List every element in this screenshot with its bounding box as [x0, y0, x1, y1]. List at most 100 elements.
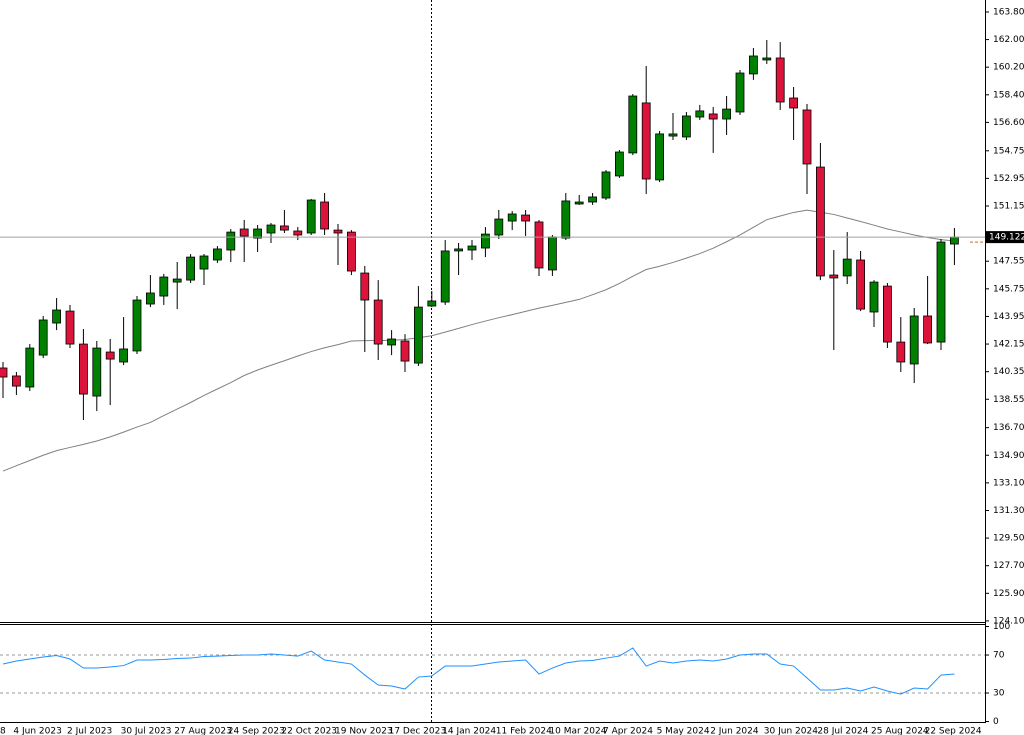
- candle-body: [145, 292, 155, 305]
- candle-body: [548, 236, 557, 271]
- candle-body: [534, 221, 544, 269]
- y-tick-label: 138.550: [993, 395, 1024, 405]
- x-tick-label: 7 Apr 2024: [603, 727, 653, 735]
- candle-body: [775, 57, 785, 103]
- y-tick-label: 147.550: [993, 257, 1024, 267]
- candle-body: [346, 231, 356, 272]
- candle-body: [212, 248, 222, 261]
- candle-body: [454, 248, 464, 252]
- y-tick-label: 140.350: [993, 367, 1024, 377]
- candle-body: [802, 109, 812, 165]
- y-tick-label: 131.300: [993, 506, 1024, 516]
- y-tick-label: 134.900: [993, 451, 1024, 461]
- candle-body: [92, 347, 102, 397]
- candle-body: [79, 343, 88, 395]
- candle-body: [132, 299, 142, 352]
- candle-body: [655, 133, 664, 181]
- x-tick-label: 11 Feb 2024: [496, 727, 552, 735]
- y-tick-label: 129.500: [993, 534, 1024, 544]
- x-tick-label: 14 Jan 2024: [442, 727, 496, 735]
- y-tick-label: 152.950: [993, 174, 1024, 184]
- x-tick-label: 10 Mar 2024: [549, 727, 606, 735]
- candle-body: [722, 108, 731, 120]
- y-tick-label: 100: [993, 622, 1010, 632]
- y-tick-label: 158.400: [993, 90, 1024, 100]
- x-tick-label: 2 Jul 2023: [67, 727, 112, 735]
- x-tick-label: 27 Aug 2023: [174, 727, 232, 735]
- candle-body: [480, 233, 490, 249]
- candle-body: [440, 250, 450, 303]
- candle-body: [159, 276, 169, 297]
- candle-body: [226, 231, 236, 251]
- y-tick-label: 143.950: [993, 312, 1024, 322]
- candle-body: [186, 256, 196, 281]
- y-tick-label: 160.200: [993, 63, 1024, 73]
- candle-body: [427, 300, 437, 307]
- candle-body: [789, 97, 798, 109]
- x-tick-label: 5 May 2024: [657, 727, 710, 735]
- candle-body: [333, 229, 343, 234]
- candle-body: [65, 310, 75, 345]
- y-tick-label: 142.150: [993, 340, 1024, 350]
- candle-body: [574, 201, 584, 205]
- x-tick-label: 25 Aug 2024: [871, 727, 929, 735]
- candle-body: [923, 315, 932, 344]
- candle-body: [628, 95, 638, 154]
- candle-body: [521, 214, 530, 222]
- y-tick-label: 136.700: [993, 423, 1024, 433]
- candle-body: [38, 319, 48, 356]
- x-tick-label: 30 Jul 2023: [121, 727, 172, 735]
- candle-body: [105, 351, 115, 360]
- x-tick-label: 19 Nov 2023: [335, 727, 393, 735]
- y-tick-label: 162.000: [993, 35, 1024, 45]
- y-tick-label: 70: [993, 651, 1005, 661]
- candle-body: [199, 255, 209, 270]
- y-tick-label: 0: [993, 717, 999, 727]
- candle-body: [869, 281, 879, 313]
- y-tick-label: 124.100: [993, 616, 1024, 626]
- y-tick-label: 133.100: [993, 478, 1024, 488]
- candle-body: [413, 306, 423, 364]
- candle-body: [668, 133, 678, 137]
- x-tick-label: 28 Jul 2024: [817, 727, 868, 735]
- x-tick-label: 30 Jun 2024: [764, 727, 818, 735]
- candle-body: [682, 115, 691, 138]
- y-tick-label: 163.800: [993, 7, 1024, 17]
- candle-body: [641, 102, 651, 180]
- candle-body: [762, 57, 772, 61]
- candle-body: [708, 113, 718, 120]
- y-tick-label: 125.900: [993, 589, 1024, 599]
- x-tick-label: 22 Oct 2023: [281, 727, 337, 735]
- candle-body: [387, 338, 397, 346]
- y-tick-label: 30: [993, 689, 1005, 699]
- candle-body: [0, 367, 8, 378]
- candle-body: [306, 199, 316, 234]
- candle-body: [11, 375, 21, 387]
- x-tick-label: 4 Jun 2023: [13, 727, 61, 735]
- candle-body: [842, 258, 852, 277]
- current-price-label: 149.122: [989, 233, 1024, 243]
- y-tick-label: 156.600: [993, 118, 1024, 128]
- candle-body: [373, 299, 383, 345]
- candle-body: [909, 315, 919, 365]
- candle-body: [695, 110, 705, 118]
- candle-body: [896, 341, 906, 363]
- candle-body: [601, 171, 611, 199]
- y-tick-label: 145.750: [993, 284, 1024, 294]
- candle-body: [561, 200, 571, 239]
- candle-body: [293, 230, 303, 236]
- candle-body: [172, 278, 182, 283]
- y-tick-label: 127.700: [993, 561, 1024, 571]
- candle-body: [119, 348, 128, 363]
- x-tick-label: 17 Dec 2023: [389, 727, 447, 735]
- candle-body: [239, 228, 249, 237]
- candle-body: [494, 218, 504, 236]
- candle-body: [816, 166, 825, 277]
- x-tick-label: 22 Sep 2024: [925, 727, 982, 735]
- candle-body: [829, 274, 839, 279]
- y-tick-label: 154.750: [993, 146, 1024, 156]
- candle-body: [400, 340, 410, 362]
- candle-body: [320, 201, 330, 230]
- current-price-box: [986, 231, 1024, 244]
